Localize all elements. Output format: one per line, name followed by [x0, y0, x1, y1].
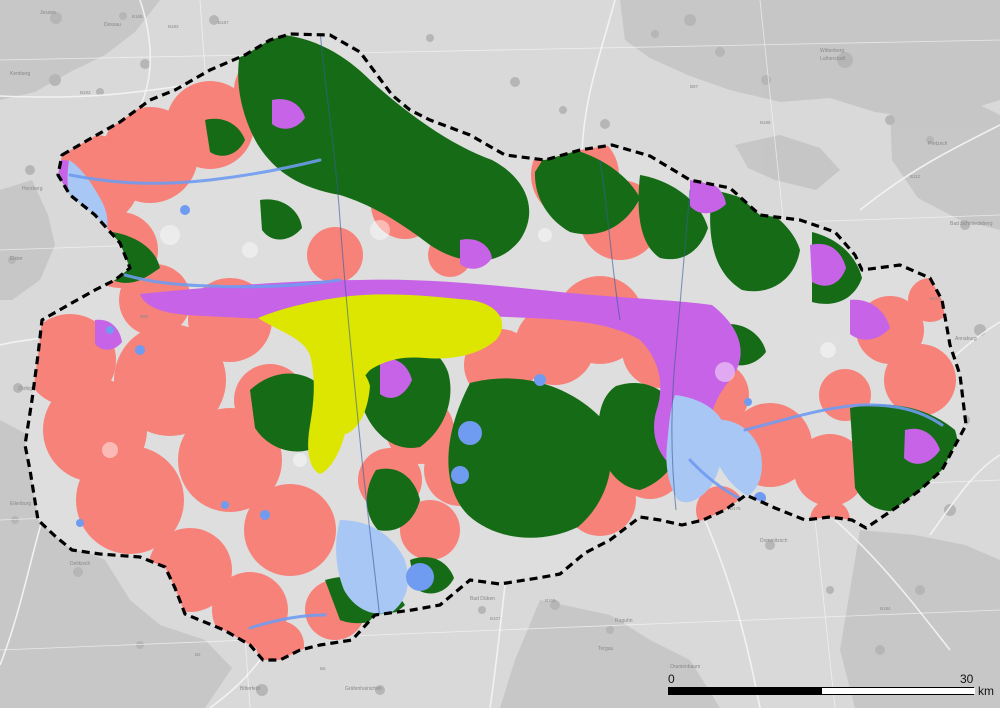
road-label: B170 — [930, 296, 941, 301]
place-label: Bad Düben — [470, 596, 495, 602]
place-label: Wittenberg — [820, 48, 844, 54]
scale-unit-label: km — [978, 684, 994, 698]
place-label: Eilenburg — [10, 501, 31, 507]
road-label: B169 — [545, 598, 556, 603]
place-label: Bitterfeld — [240, 686, 260, 692]
road-label: B6 — [320, 666, 326, 671]
place-label: Lutherstadt — [820, 56, 846, 62]
road-label: B185 — [132, 14, 143, 19]
place-label: Jessen — [40, 10, 56, 16]
place-label: Oranienbaum — [670, 664, 700, 670]
road-label: B183 — [168, 24, 179, 29]
road-label: B107 — [490, 616, 501, 621]
place-label: Kemberg — [10, 71, 31, 77]
road-label: B188 — [760, 120, 771, 125]
place-label: Dommitzsch — [760, 538, 788, 544]
scale-bar-light-segment — [822, 688, 975, 694]
road-label: B96 — [140, 314, 149, 319]
place-label: Pretzsch — [928, 141, 948, 147]
road-label: B112 — [910, 174, 921, 179]
place-label: Dessau — [104, 22, 121, 28]
road-label: B2 — [195, 652, 201, 657]
map-labels: B185 B183 B187 B182 B87 B188 B112 B170 B… — [10, 10, 993, 692]
place-label: Bad Schmiedeberg — [950, 221, 993, 227]
road-label: B184 — [880, 606, 891, 611]
place-label: Raguhn — [615, 618, 633, 624]
place-label: Annaburg — [955, 336, 977, 342]
place-label: Delitzsch — [70, 561, 91, 567]
place-label: Elster — [10, 256, 23, 262]
place-label: Gräfenhainichen — [345, 686, 382, 692]
scale-start-label: 0 — [668, 672, 675, 686]
road-label: B178 — [730, 506, 741, 511]
place-label: Zörbig — [18, 386, 32, 392]
scale-end-label: 30 — [960, 672, 974, 686]
scale-bar-icon — [668, 687, 975, 695]
road-label: B187 — [218, 20, 229, 25]
scale-bar-dark-segment — [669, 688, 822, 694]
place-label: Torgau — [598, 646, 614, 652]
place-label: Herzberg — [22, 186, 43, 192]
scale-bar: 0 30 km — [668, 672, 994, 706]
road-label: B182 — [80, 90, 91, 95]
analysis-boundary — [23, 32, 968, 662]
road-label: B87 — [690, 84, 699, 89]
